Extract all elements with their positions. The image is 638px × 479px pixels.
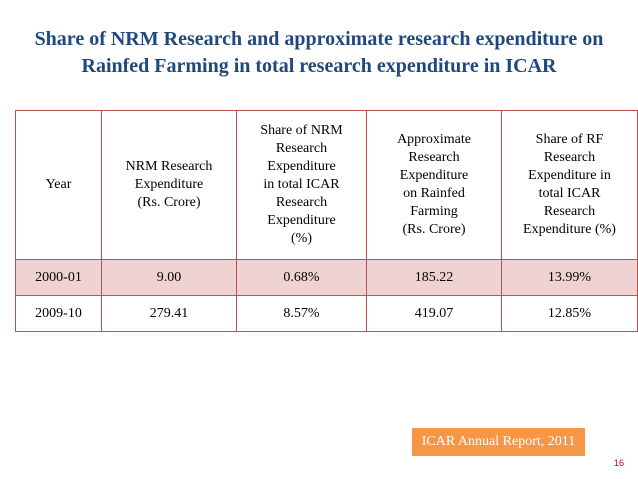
slide-title-line-2: Rainfed Farming in total research expend… — [81, 55, 557, 77]
cell-nrm-share: 8.57% — [236, 295, 367, 332]
cell-rainfed-expenditure: 185.22 — [366, 259, 502, 296]
cell-nrm-expenditure: 9.00 — [101, 259, 237, 296]
table-header-row: Year NRM Research Expenditure (Rs. Crore… — [15, 110, 638, 260]
header-share-of-nrm: Share of NRM Research Expenditure in tot… — [236, 110, 367, 260]
cell-rainfed-expenditure: 419.07 — [366, 295, 502, 332]
expenditure-table: Year NRM Research Expenditure (Rs. Crore… — [15, 110, 638, 332]
slide-title-line-1: Share of NRM Research and approximate re… — [34, 28, 604, 50]
cell-rf-share: 12.85% — [501, 295, 638, 332]
cell-year: 2009-10 — [15, 295, 102, 332]
cell-year: 2000-01 — [15, 259, 102, 296]
header-nrm-research-expenditure: NRM Research Expenditure (Rs. Crore) — [101, 110, 237, 260]
cell-nrm-expenditure: 279.41 — [101, 295, 237, 332]
table-row: 2000-01 9.00 0.68% 185.22 13.99% — [15, 259, 638, 296]
header-share-of-rf: Share of RF Research Expenditure in tota… — [501, 110, 638, 260]
table-row: 2009-10 279.41 8.57% 419.07 12.85% — [15, 295, 638, 332]
source-label: ICAR Annual Report, 2011 — [412, 428, 585, 456]
cell-nrm-share: 0.68% — [236, 259, 367, 296]
slide-title: Share of NRM Research and approximate re… — [0, 26, 638, 80]
header-year: Year — [15, 110, 102, 260]
header-rainfed-expenditure: Approximate Research Expenditure on Rain… — [366, 110, 502, 260]
cell-rf-share: 13.99% — [501, 259, 638, 296]
page-number: 16 — [613, 458, 624, 468]
